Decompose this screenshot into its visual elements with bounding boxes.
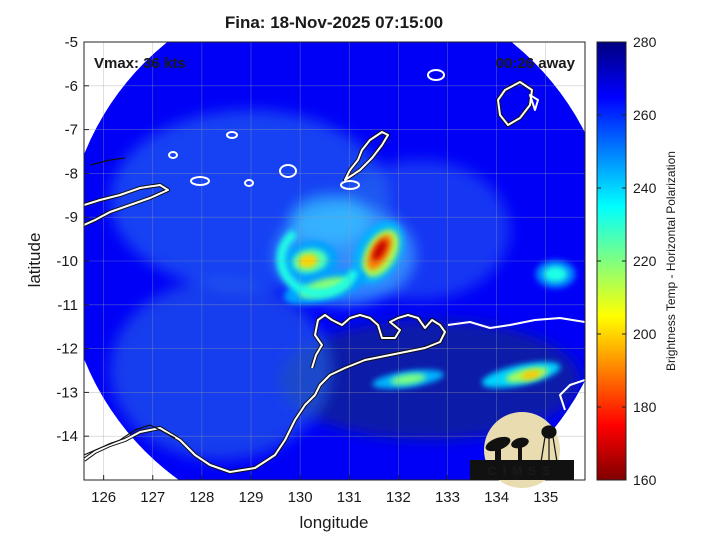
logo-bar — [470, 460, 574, 480]
feature-band-south-coast — [372, 369, 444, 389]
grid — [84, 42, 585, 480]
feature-eyewall-rainband-east — [353, 220, 405, 284]
feature-blob — [521, 370, 541, 380]
plot-area: 126 127 128 129 130 131 132 133 134 135 -5-6-7-8-… — [56, 34, 586, 506]
y-tick-label: -14 — [56, 428, 78, 445]
y-tick-label: -10 — [56, 253, 78, 270]
feature-band-near-gulf — [481, 362, 561, 388]
colorbar-tick-label: 220 — [633, 253, 657, 269]
feature-blob — [372, 239, 388, 261]
logo-tower-icon — [540, 425, 558, 463]
colorbar-tick-label: 160 — [633, 472, 657, 488]
colorbar-tick-label: 280 — [633, 34, 657, 50]
y-tick-label: -9 — [65, 209, 78, 226]
feature-blob — [390, 373, 427, 385]
spiral-arc — [276, 229, 359, 298]
y-tick-label: -11 — [57, 297, 78, 314]
y-tick-label: -5 — [65, 34, 78, 51]
y-axis: -5 -6 -7 -8 -9 -10 -11 -12 -13 -14 — [56, 34, 89, 445]
time-away-annotation: 00:26 away — [496, 55, 576, 72]
x-tick-label: 128 — [189, 489, 214, 506]
logo-text: CIMSS — [488, 464, 556, 478]
x-tick-label: 133 — [435, 489, 460, 506]
colorbar-label: Brightness Temp - Horizontal Polarizatio… — [664, 151, 678, 371]
colorbar-tick-label: 180 — [633, 399, 657, 415]
colorbar-tick-label: 260 — [633, 107, 657, 123]
logo-dish-icon — [485, 436, 529, 460]
y-tick-label: -12 — [56, 341, 78, 358]
x-axis-label: longitude — [299, 513, 368, 532]
colorbar-ticks: 280 260 240 220 200 180 160 — [597, 34, 657, 488]
x-tick-label: 131 — [337, 489, 362, 506]
x-tick-label: 134 — [484, 489, 509, 506]
x-tick-label: 127 — [140, 489, 165, 506]
x-tick-label: 126 — [91, 489, 116, 506]
coastlines — [84, 69, 585, 474]
y-tick-label: -8 — [65, 165, 78, 182]
y-tick-label: -6 — [65, 78, 78, 95]
x-tick-label: 129 — [238, 489, 263, 506]
cimss-logo: CIMSS — [470, 412, 574, 488]
y-tick-label: -7 — [65, 122, 78, 139]
colorbar: 280 260 240 220 200 180 160 Brightness Temp - … — [596, 34, 678, 488]
y-tick-label: -13 — [56, 384, 78, 401]
colorbar-gradient — [596, 41, 627, 481]
colorbar-tick-label: 200 — [633, 326, 657, 342]
x-tick-label: 132 — [386, 489, 411, 506]
x-tick-label: 135 — [533, 489, 558, 506]
feature-outer-band-east — [535, 260, 576, 289]
feature-blob — [543, 266, 568, 283]
x-axis: 126 127 128 129 130 131 132 133 134 135 — [91, 475, 558, 506]
y-axis-label: latitude — [25, 233, 44, 288]
x-tick-label: 130 — [288, 489, 313, 506]
chart-title: Fina: 18-Nov-2025 07:15:00 — [225, 13, 443, 32]
colorbar-tick-label: 240 — [633, 180, 657, 196]
vmax-annotation: Vmax: 36 kts — [94, 55, 186, 72]
